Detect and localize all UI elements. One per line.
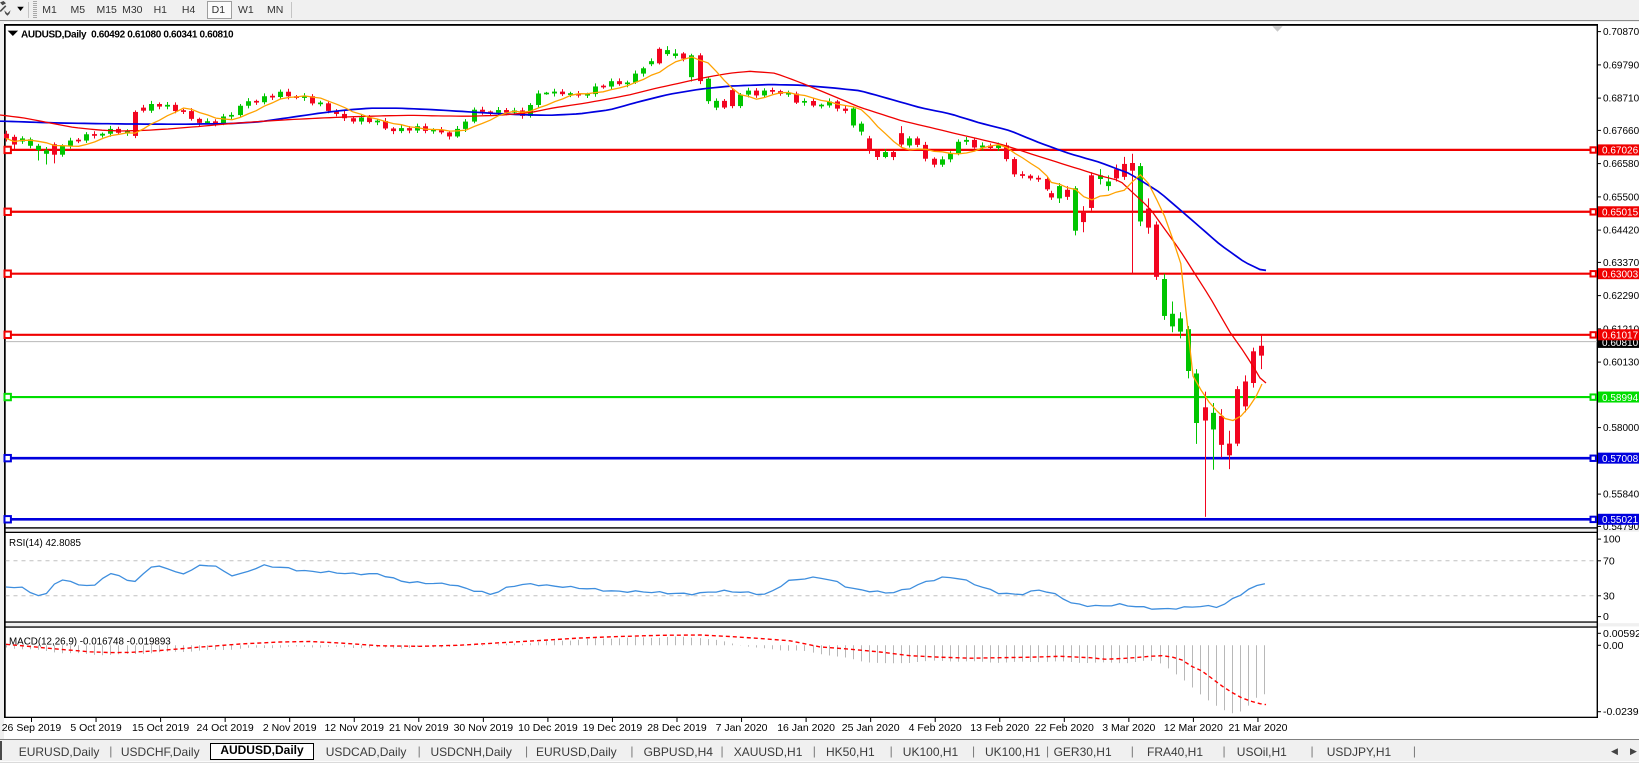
svg-text:15 Oct 2019: 15 Oct 2019 [132, 722, 189, 734]
svg-text:21 Mar 2020: 21 Mar 2020 [1228, 722, 1287, 734]
svg-text:0.00: 0.00 [1603, 640, 1624, 652]
svg-text:30: 30 [1603, 590, 1615, 602]
svg-text:0.005923: 0.005923 [1603, 628, 1639, 640]
svg-text:24 Oct 2019: 24 Oct 2019 [197, 722, 254, 734]
svg-text:0.60810: 0.60810 [1602, 338, 1639, 349]
svg-text:21 Nov 2019: 21 Nov 2019 [389, 722, 449, 734]
svg-text:12 Nov 2019: 12 Nov 2019 [324, 722, 384, 734]
svg-text:5 Oct 2019: 5 Oct 2019 [70, 722, 122, 734]
svg-text:0.66580: 0.66580 [1603, 159, 1639, 170]
svg-text:12 Mar 2020: 12 Mar 2020 [1164, 722, 1223, 734]
svg-text:0.64420: 0.64420 [1603, 226, 1639, 237]
svg-text:10 Dec 2019: 10 Dec 2019 [518, 722, 578, 734]
svg-text:70: 70 [1603, 555, 1615, 567]
svg-text:0.55840: 0.55840 [1603, 490, 1639, 501]
svg-text:0.62290: 0.62290 [1603, 291, 1639, 302]
svg-text:0.58994: 0.58994 [1602, 393, 1639, 404]
svg-text:0.63370: 0.63370 [1603, 258, 1639, 269]
svg-text:0.67660: 0.67660 [1603, 126, 1639, 137]
svg-text:30 Nov 2019: 30 Nov 2019 [454, 722, 514, 734]
svg-text:RSI(14) 42.8085: RSI(14) 42.8085 [9, 538, 81, 549]
svg-text:0.57008: 0.57008 [1602, 454, 1639, 465]
svg-text:2 Nov 2019: 2 Nov 2019 [263, 722, 317, 734]
svg-text:0.60130: 0.60130 [1603, 358, 1639, 369]
svg-text:4 Feb 2020: 4 Feb 2020 [909, 722, 962, 734]
svg-text:22 Feb 2020: 22 Feb 2020 [1035, 722, 1094, 734]
svg-text:26 Sep 2019: 26 Sep 2019 [2, 722, 62, 734]
svg-text:AUDUSD,Daily 0.60492 0.61080: AUDUSD,Daily 0.60492 0.61080 0.60341 0.6… [21, 30, 234, 41]
svg-text:19 Dec 2019: 19 Dec 2019 [583, 722, 643, 734]
svg-text:0.54790: 0.54790 [1603, 522, 1639, 533]
svg-text:MACD(12,26,9) -0.016748 -0.019: MACD(12,26,9) -0.016748 -0.019893 [9, 637, 171, 648]
svg-text:28 Dec 2019: 28 Dec 2019 [647, 722, 707, 734]
svg-text:16 Jan 2020: 16 Jan 2020 [777, 722, 835, 734]
svg-text:0: 0 [1603, 611, 1609, 623]
svg-text:13 Feb 2020: 13 Feb 2020 [970, 722, 1029, 734]
svg-text:0.55021: 0.55021 [1602, 515, 1639, 526]
svg-text:7 Jan 2020: 7 Jan 2020 [716, 722, 768, 734]
svg-text:0.65015: 0.65015 [1602, 208, 1639, 219]
svg-text:0.70870: 0.70870 [1603, 27, 1639, 38]
svg-text:0.68710: 0.68710 [1603, 94, 1639, 105]
svg-text:0.69790: 0.69790 [1603, 60, 1639, 71]
svg-text:0.61017: 0.61017 [1602, 331, 1639, 342]
svg-text:3 Mar 2020: 3 Mar 2020 [1102, 722, 1155, 734]
svg-text:-0.023944: -0.023944 [1603, 706, 1639, 718]
svg-text:0.67026: 0.67026 [1602, 146, 1639, 157]
svg-text:0.63003: 0.63003 [1602, 269, 1639, 280]
svg-text:0.65500: 0.65500 [1603, 192, 1639, 203]
svg-text:25 Jan 2020: 25 Jan 2020 [842, 722, 900, 734]
svg-text:0.58000: 0.58000 [1603, 423, 1639, 434]
svg-text:100: 100 [1603, 534, 1621, 546]
